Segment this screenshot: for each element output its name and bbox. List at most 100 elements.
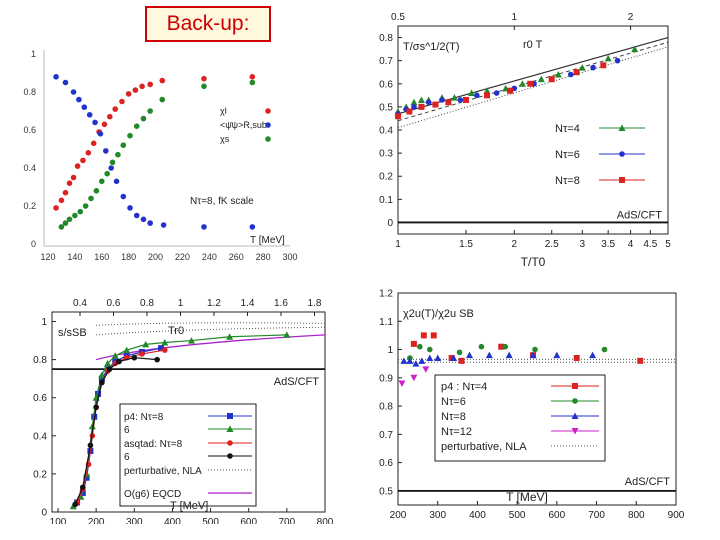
x-tick-label: 1: [395, 239, 401, 250]
data-point-series-2: [412, 360, 420, 367]
data-point-series-0: [62, 189, 69, 196]
data-point-series-1: [567, 71, 574, 78]
data-point-series-3: [87, 442, 94, 449]
x-tick-label: 180: [121, 252, 136, 262]
x-tick-label: 220: [175, 252, 190, 262]
data-point-series-1: [147, 220, 153, 226]
data-point-series-2: [548, 76, 555, 83]
data-point-series-2: [485, 351, 493, 359]
data-point-series-0: [79, 489, 86, 496]
legend-label: Nτ=8: [441, 411, 466, 423]
y-axis-label: T/σs^1/2(T): [403, 41, 460, 53]
data-point-series-2: [159, 96, 166, 103]
data-point-series-0: [518, 80, 526, 87]
x-tick-label: 100: [50, 517, 67, 524]
y-tick-label: 0.3: [379, 149, 393, 160]
legend-label: Nτ=12: [441, 426, 472, 438]
top-tick-label: 0.4: [73, 298, 87, 309]
data-point-series-0: [573, 355, 580, 362]
data-point-series-2: [133, 123, 140, 129]
chiral-susceptibility-chart: 120 140 160 180 200 220 240 260 280 300 0 0.2 0.4 0.6…: [23, 49, 297, 262]
data-point-series-1: [456, 349, 463, 356]
data-point-series-0: [410, 340, 417, 347]
data-point-series-2: [395, 113, 401, 120]
top-tick-label: 1.6: [274, 298, 288, 309]
data-point-series-2: [139, 351, 145, 357]
data-point-series-1: [439, 97, 445, 103]
top-tick-label: 1: [512, 12, 518, 23]
data-point-series-1: [108, 165, 114, 171]
legend-label: <ψ̄ψ>R,sub: [220, 120, 267, 130]
data-point-series-3: [154, 356, 160, 363]
y-tick-label: 0.2: [379, 172, 393, 183]
data-point-series-3: [398, 380, 406, 387]
data-point-series-2: [573, 69, 580, 76]
legend-marker: [265, 108, 271, 114]
data-point-series-1: [92, 119, 98, 126]
y-tick-label: 0.6: [379, 458, 393, 469]
data-point-series-3: [116, 358, 122, 365]
data-point-series-2: [463, 96, 470, 103]
data-point-series-0: [139, 83, 145, 90]
legend-label: p4: Nτ=8: [124, 412, 164, 423]
data-point-series-0: [604, 54, 612, 62]
y-tick-label: 1: [31, 49, 36, 59]
annotation-label: Nτ=8, fK scale: [190, 196, 254, 207]
x-tick-label: 240: [202, 252, 217, 262]
x-tick-label: 260: [229, 252, 244, 262]
y-tick-label: 0.8: [379, 402, 393, 413]
y-tick-label: 0.8: [33, 355, 47, 366]
data-point-series-2: [600, 62, 607, 69]
data-point-series-0: [66, 180, 73, 186]
x-tick-label: 600: [549, 510, 566, 521]
data-point-series-0: [107, 113, 113, 120]
data-point-series-0: [458, 357, 465, 364]
x-tick-label: 3.5: [601, 239, 615, 250]
y-tick-label: 0: [387, 218, 393, 229]
entropy-density-chart: 100 200 300 400 500 600 700 800 0 0.2 0.4 0.6 0.8 1 0.…: [33, 298, 334, 524]
data-point-series-2: [507, 87, 514, 94]
legend-label: Nτ=4: [555, 123, 580, 135]
data-point-series-0: [157, 345, 164, 352]
data-point-series-0: [637, 357, 644, 364]
data-point-series-2: [484, 92, 491, 99]
data-point-series-1: [97, 131, 104, 137]
data-point-series-2: [406, 108, 413, 115]
data-point-series-0: [631, 45, 639, 53]
ads-cft-label: AdS/CFT: [617, 209, 663, 221]
data-point-series-0: [83, 474, 90, 481]
data-point-series-2: [88, 195, 94, 202]
data-point-series-1: [532, 346, 538, 353]
data-point-series-0: [80, 157, 86, 164]
data-point-series-0: [448, 355, 455, 362]
data-point-series-3: [99, 379, 105, 386]
data-point-series-2: [432, 101, 439, 108]
legend-marker: [572, 383, 578, 389]
data-point-series-0: [159, 77, 166, 84]
data-point-series-0: [410, 98, 418, 106]
x-tick-label: 2: [512, 239, 518, 250]
data-point-series-2: [104, 170, 110, 177]
data-point-series-2: [115, 151, 121, 158]
x-tick-label: 160: [94, 252, 109, 262]
data-point-series-2: [93, 188, 100, 194]
data-point-series-1: [614, 57, 621, 64]
legend-label: 6: [124, 452, 130, 463]
data-point-series-1: [502, 343, 509, 350]
data-point-series-0: [578, 64, 586, 71]
data-point-series-0: [249, 74, 256, 80]
data-point-series-1: [62, 79, 69, 86]
data-point-series-1: [70, 89, 77, 95]
x-tick-label: 140: [67, 252, 82, 262]
y-tick-label: 0.6: [33, 393, 47, 404]
data-point-series-2: [127, 132, 133, 139]
data-point-series-0: [119, 98, 125, 105]
data-point-series-2: [66, 216, 73, 223]
x-tick-label: 400: [164, 517, 181, 524]
data-point-series-2: [140, 115, 147, 122]
x-tick-label: 600: [240, 517, 257, 524]
data-point-series-2: [72, 212, 78, 219]
x-tick-label: 300: [126, 517, 143, 524]
data-point-series-0: [74, 163, 81, 169]
data-point-series-2: [98, 178, 105, 185]
